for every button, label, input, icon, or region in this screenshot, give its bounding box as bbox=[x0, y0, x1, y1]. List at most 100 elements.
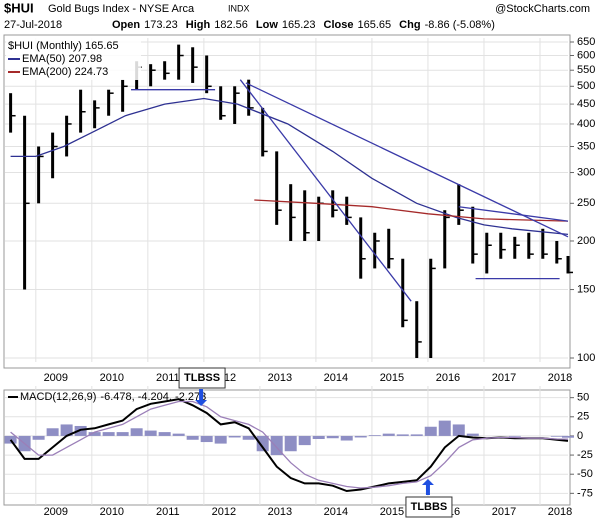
histogram-bar bbox=[158, 432, 171, 436]
y-tick-label: 300 bbox=[577, 166, 595, 178]
histogram-bar bbox=[424, 426, 437, 436]
histogram-bar bbox=[60, 424, 73, 436]
x-tick-label: 2010 bbox=[100, 372, 124, 384]
histogram-bar bbox=[46, 428, 59, 436]
credit: @StockCharts.com bbox=[495, 3, 590, 15]
legend-entry: $HUI (Monthly) 165.65 bbox=[8, 40, 119, 52]
x-tick-label: 2010 bbox=[100, 506, 124, 518]
macd-line bbox=[10, 400, 569, 489]
y-tick-label: -75 bbox=[577, 487, 593, 499]
x-tick-label: 2009 bbox=[44, 506, 68, 518]
histogram-bar bbox=[242, 435, 255, 440]
histogram-bar bbox=[466, 433, 479, 436]
x-tick-label: 2015 bbox=[380, 372, 404, 384]
field-value: 173.23 bbox=[144, 19, 178, 31]
legend-entry: EMA(50) 207.98 bbox=[22, 53, 102, 65]
annotation-arrowhead bbox=[421, 479, 434, 485]
macd-line bbox=[9, 398, 569, 493]
y-tick-label: -50 bbox=[577, 468, 593, 480]
y-tick-label: 400 bbox=[577, 118, 595, 130]
histogram-bar bbox=[214, 435, 227, 444]
legend-entry: MACD(12,26,9) bbox=[20, 391, 96, 403]
y-tick-label: 350 bbox=[577, 140, 595, 152]
x-tick-label: 2013 bbox=[268, 506, 292, 518]
y-tick-label: 150 bbox=[577, 283, 595, 295]
x-tick-label: 2014 bbox=[324, 506, 348, 518]
annotation-box bbox=[405, 496, 453, 518]
field-label: Low bbox=[256, 19, 278, 31]
y-tick-label: 550 bbox=[577, 64, 595, 76]
x-tick-label: 2015 bbox=[380, 506, 404, 518]
annotation-text: TLBSS bbox=[184, 372, 220, 384]
field-label: Close bbox=[324, 19, 354, 31]
x-tick-label: 2017 bbox=[492, 506, 516, 518]
field-value: 165.65 bbox=[358, 19, 392, 31]
histogram-bar bbox=[228, 435, 241, 438]
y-tick-label: 600 bbox=[577, 49, 595, 61]
x-tick-label: 2018 bbox=[548, 506, 572, 518]
histogram-bar bbox=[144, 430, 157, 436]
trendline bbox=[458, 206, 569, 222]
x-tick-label: 2013 bbox=[268, 372, 292, 384]
y-tick-label: 25 bbox=[577, 411, 589, 423]
histogram-bar bbox=[298, 435, 311, 446]
y-tick-label: 250 bbox=[577, 197, 595, 209]
legend-entry: EMA(200) 224.73 bbox=[22, 66, 108, 78]
histogram-bar bbox=[452, 424, 465, 436]
histogram-bar bbox=[74, 425, 87, 436]
histogram-bar bbox=[32, 435, 45, 440]
x-tick-label: 2011 bbox=[156, 506, 180, 518]
date: 27-Jul-2018 bbox=[4, 19, 62, 31]
field-value: 165.23 bbox=[282, 19, 316, 31]
y-tick-label: 450 bbox=[577, 98, 595, 110]
symbol: $HUI bbox=[4, 0, 34, 15]
histogram-bar bbox=[186, 435, 199, 440]
histogram-bar bbox=[550, 435, 563, 437]
histogram-bar bbox=[438, 420, 451, 436]
field-label: Chg bbox=[399, 19, 420, 31]
x-tick-label: 2018 bbox=[548, 372, 572, 384]
trendline bbox=[239, 79, 412, 302]
field-label: Open bbox=[112, 19, 140, 31]
ema-line bbox=[254, 199, 569, 222]
field-value: -8.86 (-5.08%) bbox=[425, 19, 495, 31]
ema-line bbox=[10, 97, 569, 236]
histogram-bar bbox=[382, 433, 395, 436]
exchange: INDX bbox=[228, 3, 250, 13]
annotation-box bbox=[178, 367, 226, 389]
histogram-bar bbox=[172, 433, 185, 436]
y-tick-label: 100 bbox=[577, 352, 595, 364]
histogram-bar bbox=[88, 432, 101, 436]
histogram-bar bbox=[4, 435, 17, 444]
x-tick-label: 2012 bbox=[212, 506, 236, 518]
x-tick-label: 2017 bbox=[492, 372, 516, 384]
histogram-bar bbox=[256, 435, 269, 452]
y-tick-label: -25 bbox=[577, 449, 593, 461]
histogram-bar bbox=[200, 435, 213, 443]
macd-frame bbox=[3, 389, 571, 506]
x-tick-label: 2016 bbox=[436, 372, 460, 384]
price-frame bbox=[3, 34, 571, 369]
y-tick-label: 50 bbox=[577, 392, 589, 404]
annotation-arrowhead bbox=[195, 400, 208, 406]
histogram-bar bbox=[508, 435, 521, 437]
histogram-bar bbox=[312, 435, 325, 439]
y-tick-label: 650 bbox=[577, 36, 595, 48]
y-tick-label: 200 bbox=[577, 235, 595, 247]
histogram-bar bbox=[326, 435, 339, 439]
y-tick-label: 500 bbox=[577, 80, 595, 92]
histogram-bar bbox=[102, 432, 115, 436]
y-tick-label: 0 bbox=[577, 430, 583, 442]
histogram-bar bbox=[354, 435, 367, 438]
field-label: High bbox=[186, 19, 211, 31]
histogram-bar bbox=[562, 435, 574, 438]
histogram-bar bbox=[116, 432, 129, 436]
histogram-bar bbox=[340, 435, 353, 441]
histogram-bar bbox=[130, 428, 143, 436]
legend-bg bbox=[6, 38, 141, 80]
annotation-text: TLBBS bbox=[411, 501, 448, 513]
trendline bbox=[245, 82, 569, 238]
histogram-bar bbox=[368, 435, 381, 436]
x-tick-label: 2014 bbox=[324, 372, 348, 384]
